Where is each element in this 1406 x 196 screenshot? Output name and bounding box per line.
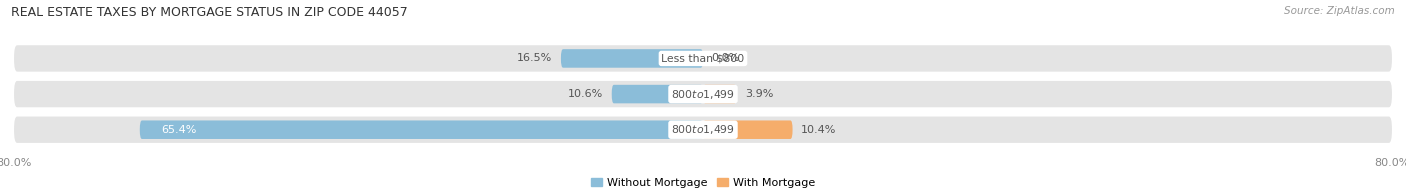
FancyBboxPatch shape — [612, 85, 703, 103]
Text: $800 to $1,499: $800 to $1,499 — [671, 88, 735, 101]
FancyBboxPatch shape — [14, 81, 1392, 107]
Text: REAL ESTATE TAXES BY MORTGAGE STATUS IN ZIP CODE 44057: REAL ESTATE TAXES BY MORTGAGE STATUS IN … — [11, 6, 408, 19]
Text: Less than $800: Less than $800 — [661, 54, 745, 64]
FancyBboxPatch shape — [14, 117, 1392, 143]
FancyBboxPatch shape — [139, 121, 703, 139]
Text: 16.5%: 16.5% — [517, 54, 553, 64]
Legend: Without Mortgage, With Mortgage: Without Mortgage, With Mortgage — [586, 173, 820, 192]
FancyBboxPatch shape — [703, 85, 737, 103]
FancyBboxPatch shape — [14, 45, 1392, 72]
Text: $800 to $1,499: $800 to $1,499 — [671, 123, 735, 136]
Text: 3.9%: 3.9% — [745, 89, 773, 99]
Text: 10.6%: 10.6% — [568, 89, 603, 99]
Text: 0.0%: 0.0% — [711, 54, 740, 64]
Text: 65.4%: 65.4% — [162, 125, 197, 135]
Text: Source: ZipAtlas.com: Source: ZipAtlas.com — [1284, 6, 1395, 16]
FancyBboxPatch shape — [703, 121, 793, 139]
Text: 10.4%: 10.4% — [801, 125, 837, 135]
FancyBboxPatch shape — [561, 49, 703, 68]
